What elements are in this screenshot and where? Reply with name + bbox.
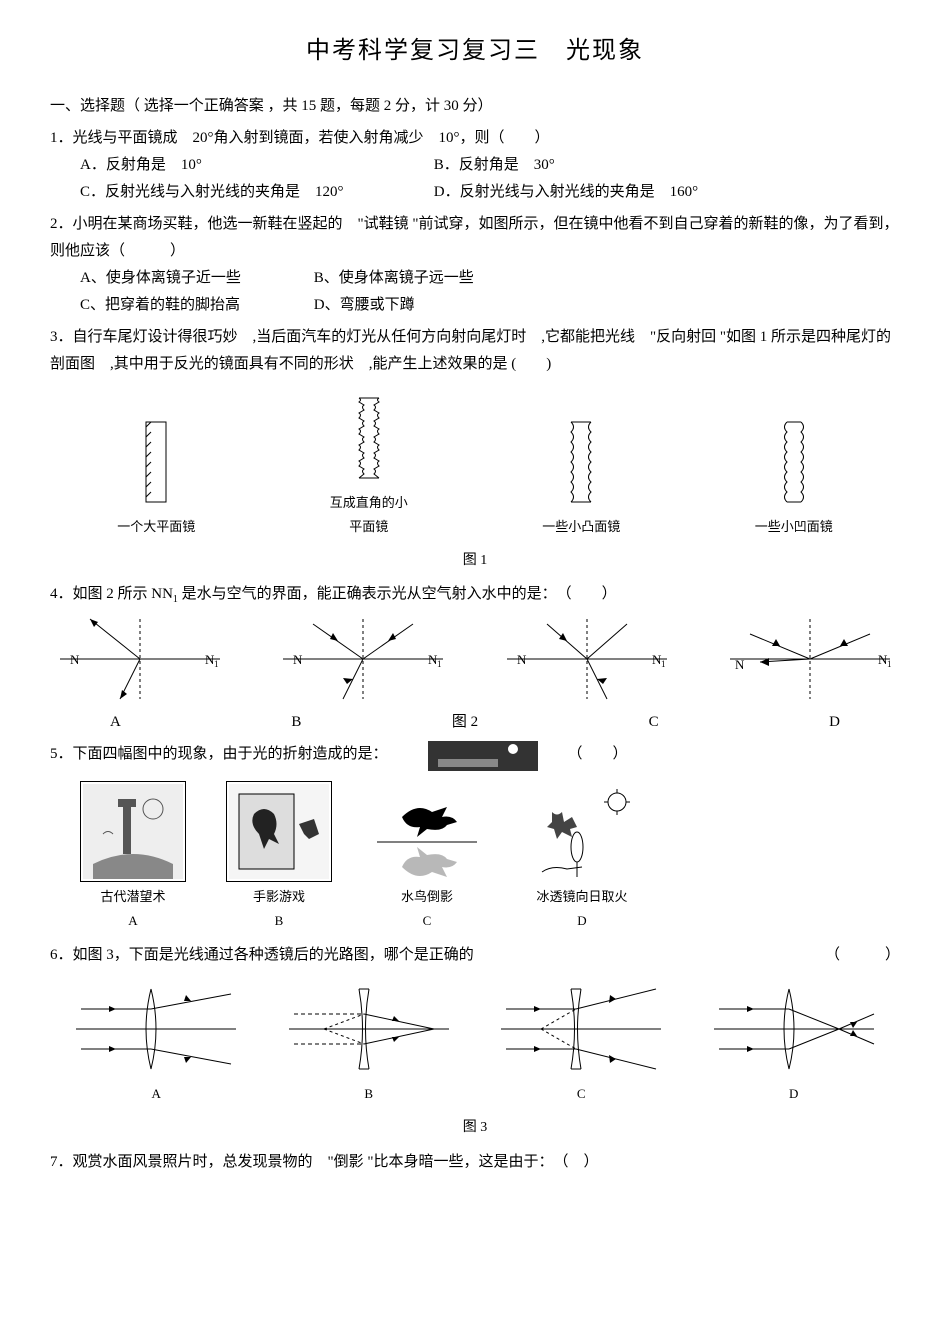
q1-opt-b: B．反射角是 30°	[434, 152, 784, 179]
svg-text:N: N	[517, 652, 527, 667]
lens-c-icon	[496, 979, 666, 1079]
q5-label-d: 冰透镜向日取火 D	[536, 885, 627, 932]
svg-text:1: 1	[887, 659, 892, 669]
svg-text:N: N	[293, 652, 303, 667]
q4-letter-b: B	[291, 709, 301, 736]
q4-letter-d: D	[829, 709, 840, 736]
refraction-c-icon: N N1	[497, 614, 677, 704]
q5-paren: （ ）	[568, 741, 628, 768]
q2-opt-a: A、使身体离镜子近一些	[80, 265, 280, 292]
page-title: 中考科学复习复习三 光现象	[50, 30, 900, 73]
question-5: 5．下面四幅图中的现象，由于光的折射造成的是： （ ） 古代潜望术 A	[50, 741, 900, 932]
q3-figures: 一个大平面镜 互成直角的小 平面镜 一些小凸面镜	[50, 388, 900, 538]
section-header: 一、选择题（ 选择一个正确答案 ，共 15 题，每题 2 分，计 30 分）	[50, 93, 900, 120]
svg-text:N: N	[70, 652, 80, 667]
q4-letter-c: C	[649, 709, 659, 736]
q6-letter-d: D	[789, 1082, 798, 1105]
q3-label-b: 互成直角的小 平面镜	[330, 491, 408, 538]
svg-text:1: 1	[661, 659, 666, 669]
lens-d-icon	[709, 979, 879, 1079]
q6-letter-c: C	[577, 1082, 586, 1105]
q3-label-a: 一个大平面镜	[117, 515, 195, 538]
mirror-rightangle-icon	[344, 388, 394, 488]
q4-stem: 4．如图 2 所示 NN1 是水与空气的界面，能正确表示光从空气射入水中的是： …	[50, 581, 900, 609]
q5-label-c: 水鸟倒影 C	[401, 885, 453, 932]
q6-stem: 6．如图 3，下面是光线通过各种透镜后的光路图，哪个是正确的	[50, 947, 474, 963]
question-2: 2．小明在某商场买鞋，他选一新鞋在竖起的 "试鞋镜 "前试穿，如图所示，但在镜中…	[50, 211, 900, 319]
q1-opt-d: D．反射光线与入射光线的夹角是 160°	[434, 179, 784, 206]
q3-caption: 图 1	[50, 548, 900, 573]
mirror-flat-icon	[131, 412, 181, 512]
svg-text:1: 1	[437, 659, 442, 669]
question-7: 7．观赏水面风景照片时，总发现景物的 "倒影 "比本身暗一些，这是由于： （ ）	[50, 1149, 900, 1176]
q5-fig-d-thumb	[428, 741, 538, 771]
q2-opt-b: B、使身体离镜子远一些	[314, 265, 514, 292]
q1-opt-a: A．反射角是 10°	[80, 152, 430, 179]
refraction-b-icon: N N1	[273, 614, 453, 704]
svg-text:1: 1	[214, 659, 219, 669]
shadow-play-icon	[226, 781, 332, 882]
q7-stem: 7．观赏水面风景照片时，总发现景物的 "倒影 "比本身暗一些，这是由于： （ ）	[50, 1149, 900, 1176]
periscope-icon	[80, 781, 186, 882]
question-1: 1．光线与平面镜成 20°角入射到镜面，若使入射角减少 10°，则（ ） A．反…	[50, 125, 900, 206]
q6-letter-a: A	[152, 1082, 161, 1105]
q6-letter-b: B	[364, 1082, 373, 1105]
q6-caption: 图 3	[50, 1115, 900, 1140]
refraction-d-icon: N N1	[720, 614, 900, 704]
q5-figures: 古代潜望术 A 手影游戏 B 水鸟倒影 C	[50, 781, 900, 932]
q3-label-d: 一些小凹面镜	[755, 515, 833, 538]
ice-lens-icon	[522, 787, 642, 882]
q2-stem: 2．小明在某商场买鞋，他选一新鞋在竖起的 "试鞋镜 "前试穿，如图所示，但在镜中…	[50, 211, 900, 265]
q5-label-b: 手影游戏 B	[253, 885, 305, 932]
q4-caption: 图 2	[452, 709, 478, 736]
q4-letter-a: A	[110, 709, 121, 736]
q1-stem: 1．光线与平面镜成 20°角入射到镜面，若使入射角减少 10°，则（ ）	[50, 125, 900, 152]
q5-stem: 5．下面四幅图中的现象，由于光的折射造成的是：	[50, 741, 388, 768]
mirror-concave-icon	[769, 412, 819, 512]
bird-reflection-icon	[372, 787, 482, 882]
q1-opt-c: C．反射光线与入射光线的夹角是 120°	[80, 179, 430, 206]
question-3: 3．自行车尾灯设计得很巧妙 ,当后面汽车的灯光从任何方向射向尾灯时 ,它都能把光…	[50, 324, 900, 573]
q3-stem: 3．自行车尾灯设计得很巧妙 ,当后面汽车的灯光从任何方向射向尾灯时 ,它都能把光…	[50, 324, 900, 378]
svg-text:N: N	[735, 657, 745, 672]
q5-label-a: 古代潜望术 A	[100, 885, 165, 932]
lens-b-icon	[284, 979, 454, 1079]
mirror-convex-icon	[556, 412, 606, 512]
refraction-a-icon: N N1	[50, 614, 230, 704]
q4-figures: N N 1 N N 1	[50, 614, 900, 704]
question-6: 6．如图 3，下面是光线通过各种透镜后的光路图，哪个是正确的 （ ） A	[50, 942, 900, 1141]
q2-opt-c: C、把穿着的鞋的脚抬高	[80, 292, 280, 319]
lens-a-icon	[71, 979, 241, 1079]
question-4: 4．如图 2 所示 NN1 是水与空气的界面，能正确表示光从空气射入水中的是： …	[50, 581, 900, 736]
q2-opt-d: D、弯腰或下蹲	[314, 292, 514, 319]
q3-label-c: 一些小凸面镜	[542, 515, 620, 538]
q6-figures: A B	[50, 979, 900, 1105]
q6-paren: （ ）	[825, 942, 900, 969]
